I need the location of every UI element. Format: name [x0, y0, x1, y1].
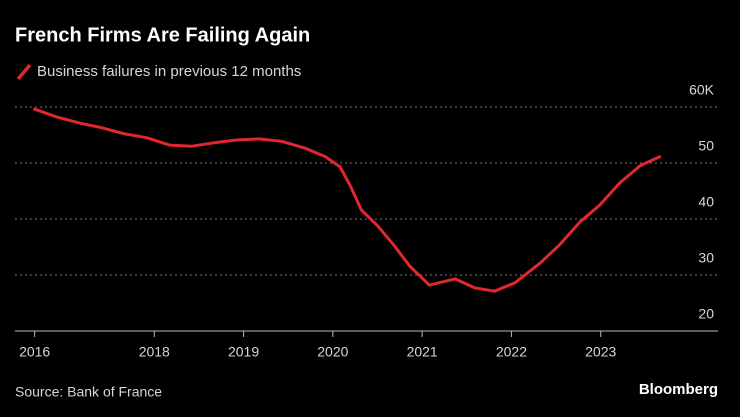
x-tick-label: 2018: [139, 344, 170, 360]
legend-label: Business failures in previous 12 months: [37, 63, 301, 80]
brand: Bloomberg: [639, 381, 718, 398]
y-tick-label: 60K: [689, 82, 715, 98]
y-tick-label: 30: [698, 250, 714, 266]
y-tick-label: 50: [698, 138, 714, 154]
chart-title: French Firms Are Failing Again: [15, 24, 310, 46]
legend-swatch: [16, 63, 32, 81]
source: Source: Bank of France: [15, 384, 162, 400]
series-line: [33, 107, 662, 293]
y-tick-label: 40: [698, 194, 714, 210]
x-tick-label: 2016: [19, 344, 50, 360]
x-tick-label: 2023: [585, 344, 616, 360]
x-tick-label: 2022: [496, 344, 527, 360]
x-tick-label: 2019: [228, 344, 259, 360]
x-tick-label: 2021: [407, 344, 438, 360]
x-tick-label: 2020: [317, 344, 348, 360]
y-tick-label: 20: [698, 306, 714, 322]
